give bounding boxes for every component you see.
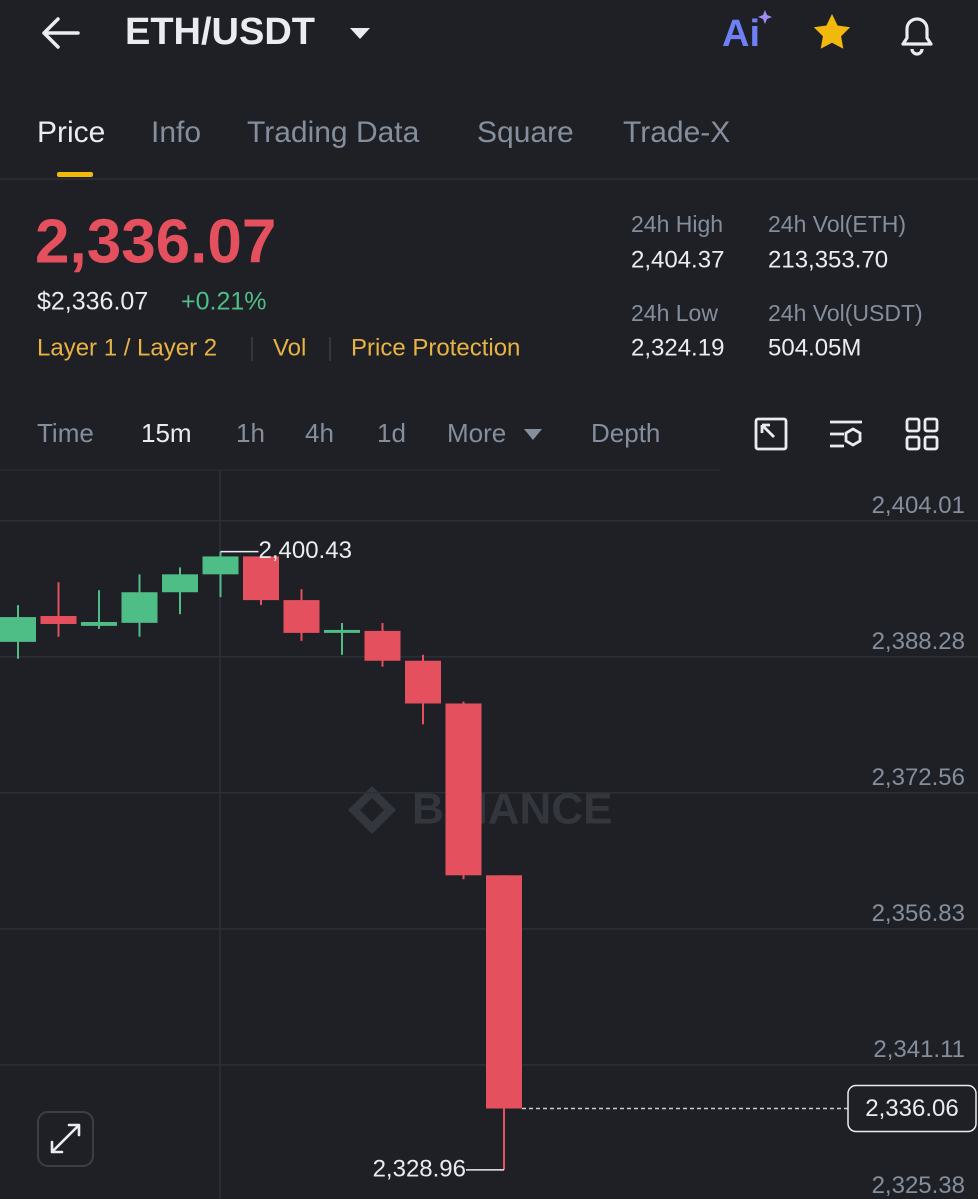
tool-cell [923, 435, 939, 451]
tab[interactable]: Price [37, 116, 105, 149]
candle-body [486, 875, 522, 1109]
interval[interactable]: 1d [377, 418, 406, 448]
expand-button[interactable] [37, 1111, 94, 1167]
tool-arrow [760, 423, 775, 438]
candle-body [0, 617, 36, 642]
interval[interactable]: 1h [236, 418, 265, 448]
y-tick-label: 2,341.11 [873, 1036, 965, 1063]
back-button[interactable] [42, 17, 80, 49]
candle-body [405, 660, 441, 704]
candle-body [81, 621, 117, 626]
candle-body [202, 556, 239, 575]
candle-body [445, 703, 482, 876]
interval[interactable]: 15m [141, 418, 192, 448]
candle-body [364, 630, 401, 661]
tool-cell [905, 435, 921, 451]
stat-label: 24h Vol(USDT) [768, 300, 923, 326]
pair-title[interactable]: ETH/USDT [125, 11, 315, 53]
y-tick-label: 2,325.38 [872, 1172, 965, 1199]
tab[interactable]: Trading Data [247, 116, 420, 149]
tag[interactable]: Layer 1 / Layer 2 [37, 334, 217, 361]
tool-settings[interactable] [830, 420, 862, 448]
stat-label: 24h Low [631, 300, 718, 326]
y-tick-label: 2,356.83 [872, 900, 965, 927]
tool-fullscreen[interactable] [754, 417, 788, 451]
pair-dropdown[interactable] [350, 28, 370, 39]
tool-grid[interactable] [905, 417, 939, 451]
last-price-box [847, 1084, 977, 1133]
stat-value: 213,353.70 [768, 246, 888, 273]
stat-label: 24h Vol(ETH) [768, 211, 906, 237]
tool-hex [844, 427, 862, 447]
candle-body [283, 600, 320, 633]
chart-tools [754, 417, 939, 451]
tab[interactable]: Square [477, 116, 574, 149]
active-tab-indicator [57, 172, 93, 177]
tag[interactable]: Vol [273, 334, 306, 361]
candle-body [121, 592, 158, 623]
bell-clapper [910, 48, 924, 56]
more-dropdown[interactable] [524, 429, 542, 440]
stat-value: 2,404.37 [631, 246, 724, 273]
y-tick-label: 2,372.56 [872, 764, 965, 791]
candlestick-chart: BINANCE 2,404.01 2,388.28 2,372.56 2,356.83… [0, 470, 978, 1199]
tag[interactable]: Price Protection [351, 334, 520, 361]
tool-cell [923, 417, 939, 433]
tool-cell [905, 417, 921, 433]
tool-frame [754, 417, 788, 451]
stat-value: 504.05M [768, 334, 861, 361]
interval[interactable]: Depth [591, 418, 660, 448]
stat-value: 2,324.19 [631, 334, 724, 361]
watermark-logo [348, 786, 396, 834]
ai-sparkle [758, 10, 772, 24]
y-tick-label: 2,404.01 [872, 492, 965, 519]
candle-body [243, 556, 279, 601]
favorite-star[interactable] [813, 14, 851, 49]
tab[interactable]: Info [151, 116, 201, 149]
stat-label: 24h High [631, 211, 723, 237]
tool-lines [830, 420, 862, 448]
ai-button[interactable]: Ai [722, 13, 760, 55]
last-price: 2,336.07 [35, 207, 276, 276]
notification-bell[interactable] [901, 17, 933, 56]
price-change: +0.21% [181, 288, 267, 316]
usd-price: $2,336.07 [37, 288, 148, 316]
interval[interactable]: 4h [305, 418, 334, 448]
back-arrow [42, 17, 80, 49]
candle-body [40, 616, 77, 624]
tab[interactable]: Trade-X [623, 116, 730, 149]
watermark-text: BINANCE [412, 785, 612, 834]
max-label: 2,400.43 [259, 537, 352, 564]
min-label: 2,328.96 [373, 1155, 466, 1182]
last-price-label: 2,336.06 [865, 1095, 958, 1122]
candle-body [324, 629, 360, 633]
expand-icon [50, 1123, 81, 1154]
bell-body [901, 17, 933, 46]
interval[interactable]: Time [37, 418, 94, 448]
candle-body [162, 574, 198, 593]
y-tick-label: 2,388.28 [872, 628, 965, 655]
interval[interactable]: More [447, 418, 506, 448]
